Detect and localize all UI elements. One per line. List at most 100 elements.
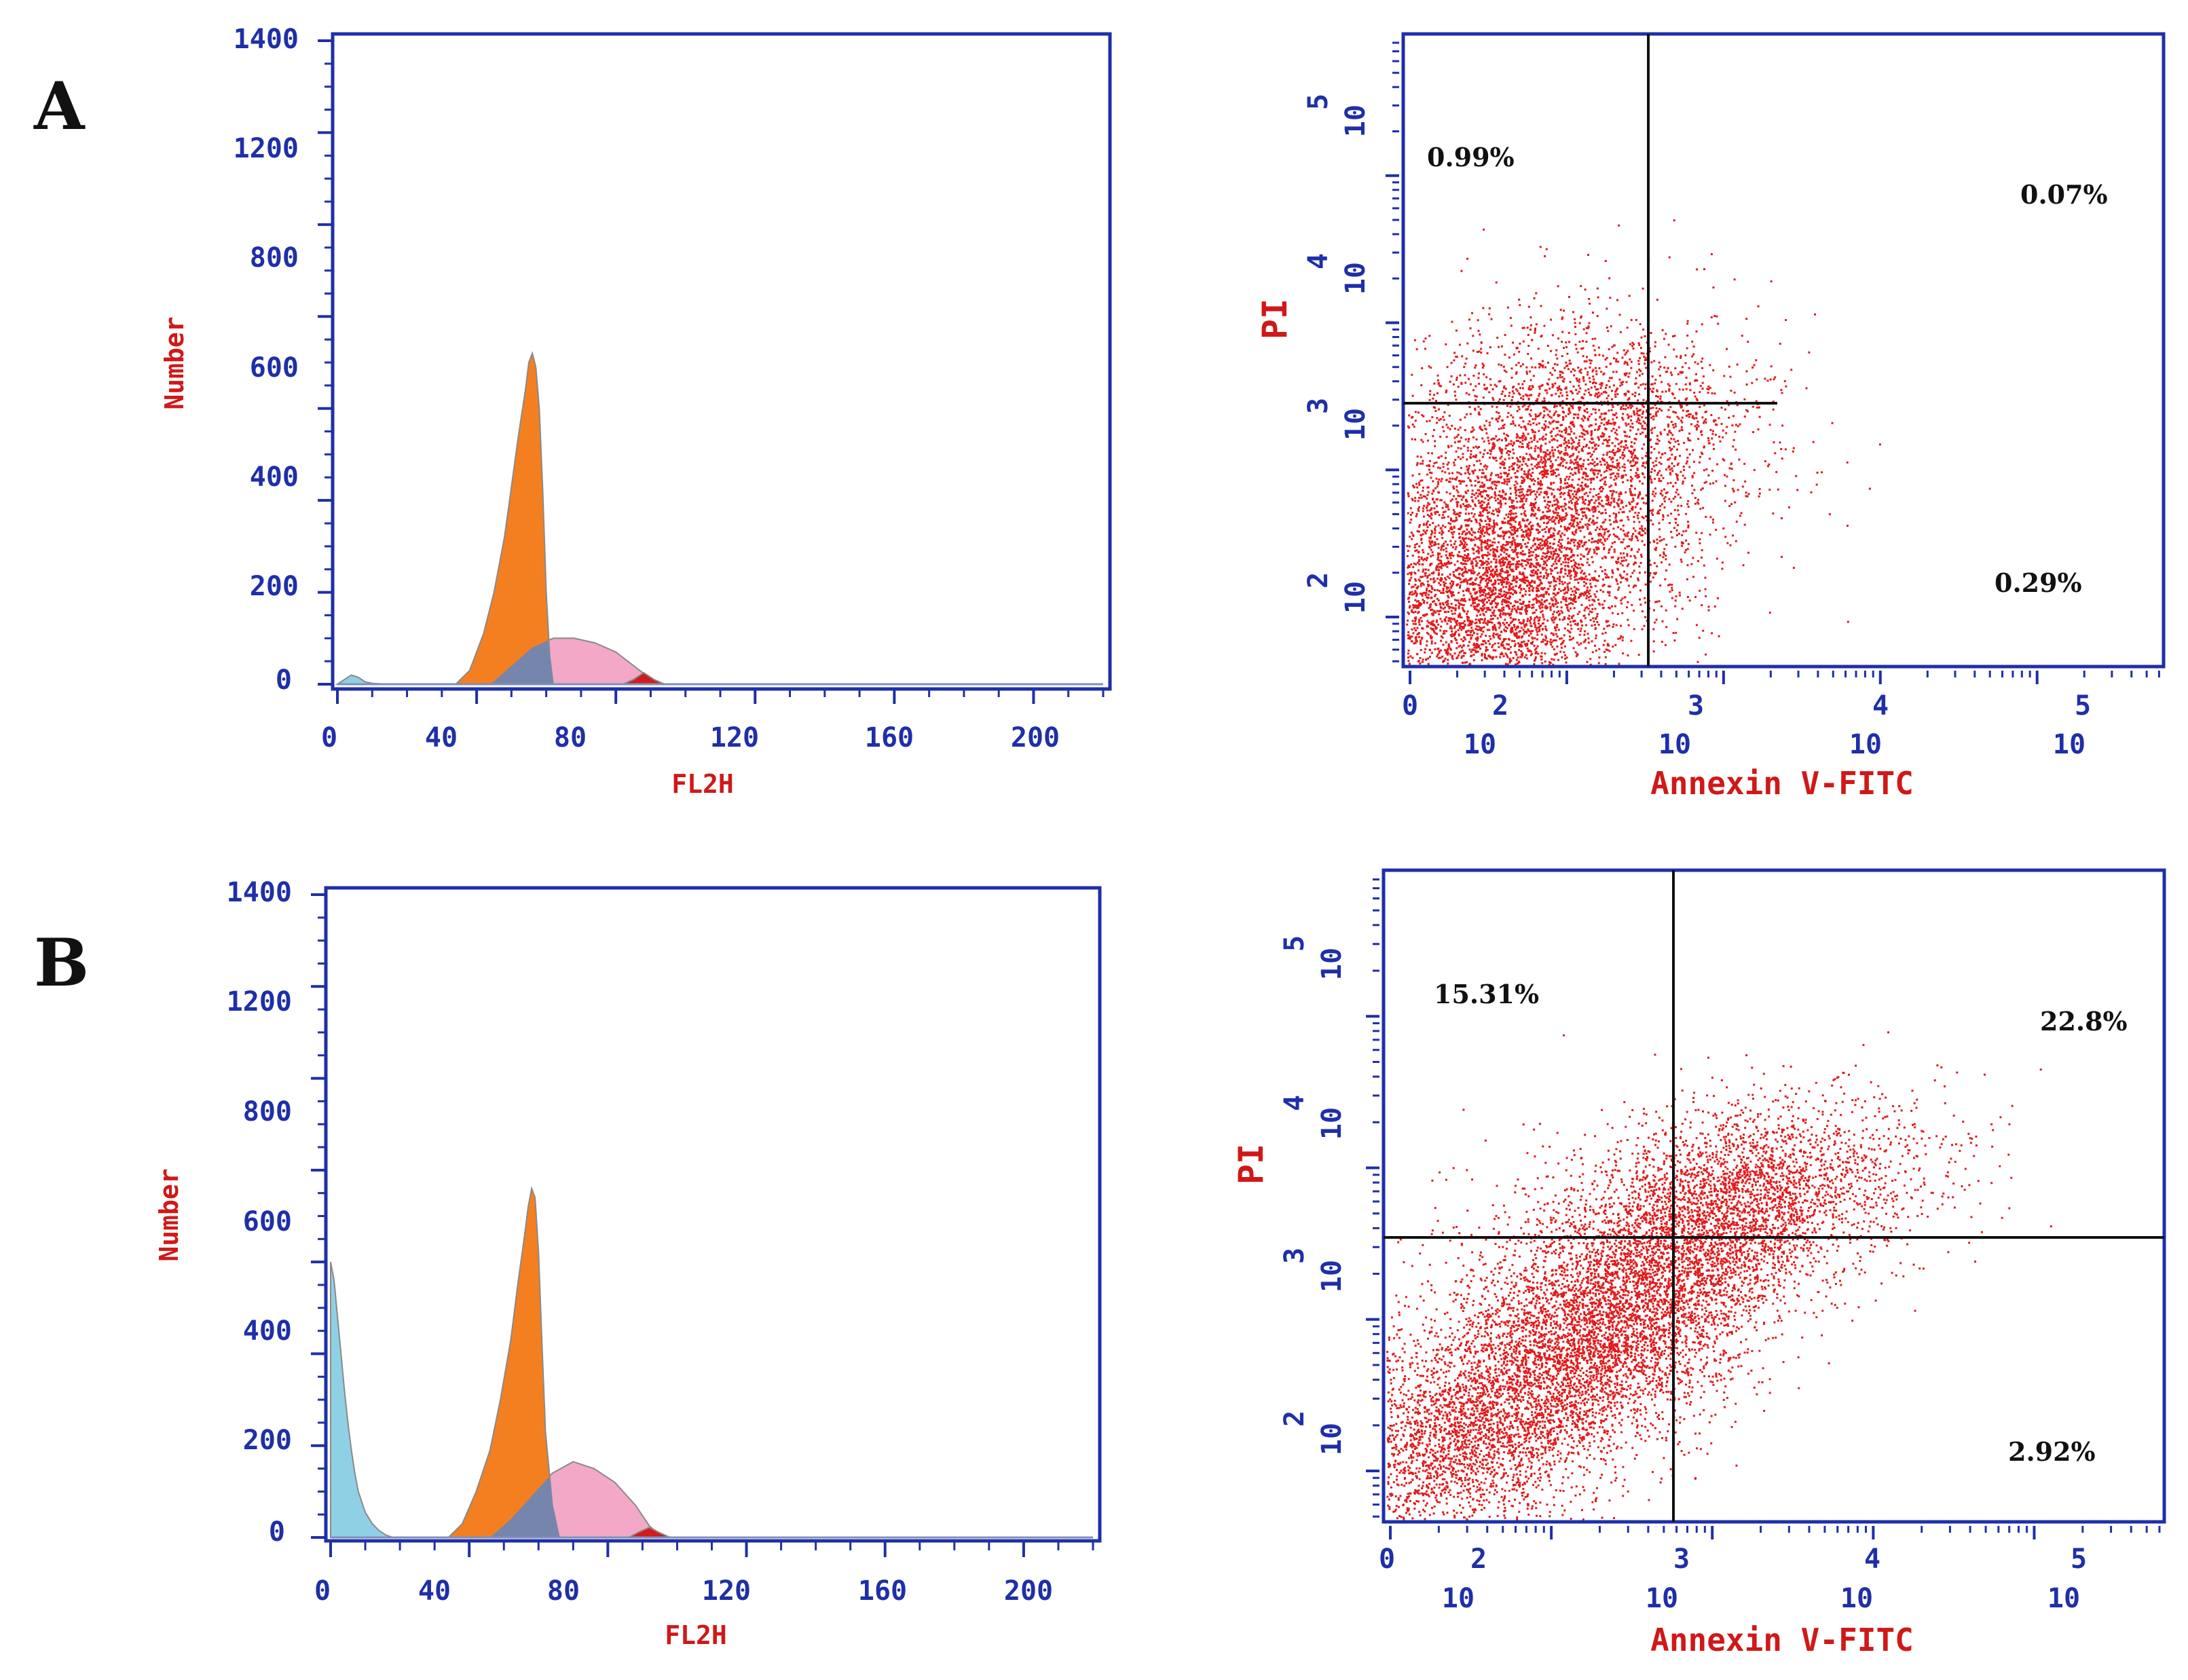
scatter-a-event-dot — [1513, 577, 1515, 580]
scatter-a-event-dot — [1473, 582, 1475, 585]
scatter-a-event-dot — [1438, 610, 1441, 613]
scatter-a-event-dot — [1534, 506, 1536, 509]
scatter-a-event-dot — [1588, 550, 1591, 553]
scatter-a-event-dot — [1433, 394, 1436, 396]
scatter-a-event-dot — [1604, 483, 1607, 486]
scatter-a-event-dot — [1588, 377, 1591, 379]
scatter-a-event-dot — [1496, 603, 1498, 606]
scatter-a-event-dot — [1537, 531, 1540, 534]
scatter-a-event-dot — [1544, 420, 1547, 423]
scatter-a-event-dot — [1516, 561, 1519, 563]
scatter-a-event-dot — [1536, 633, 1539, 636]
scatter-a-event-dot — [1530, 441, 1533, 443]
scatter-a-event-dot — [1570, 472, 1572, 474]
scatter-a-event-dot — [1425, 523, 1428, 526]
scatter-a-event-dot — [1670, 512, 1673, 515]
scatter-a-event-dot — [1643, 476, 1646, 479]
scatter-a-event-dot — [1515, 436, 1518, 439]
scatter-a-event-dot — [1584, 575, 1587, 578]
scatter-a-event-dot — [1451, 633, 1454, 635]
histogram-b-xtick: 160 — [858, 1575, 907, 1607]
scatter-a-event-dot — [1547, 413, 1549, 416]
scatter-a-event-dot — [1685, 529, 1688, 532]
scatter-a-event-dot — [1508, 561, 1511, 563]
scatter-a-event-dot — [1621, 417, 1624, 419]
scatter-a-event-dot — [1656, 542, 1658, 544]
scatter-a-event-dot — [1515, 491, 1517, 494]
scatter-a-event-dot — [1504, 480, 1506, 483]
scatter-a-event-dot — [1471, 430, 1474, 432]
scatter-a-event-dot — [1479, 428, 1482, 430]
scatter-a-event-dot — [1493, 443, 1496, 446]
scatter-a-event-dot — [1437, 554, 1440, 557]
scatter-a-event-dot — [1643, 443, 1646, 446]
scatter-a-event-dot — [1538, 438, 1541, 441]
scatter-a-event-dot — [1519, 523, 1521, 526]
scatter-a-event-dot — [1436, 655, 1439, 658]
scatter-a-event-dot — [1436, 374, 1439, 377]
scatter-a-event-dot — [1462, 480, 1464, 483]
scatter-a-event-dot — [1618, 498, 1620, 500]
scatter-a-event-dot — [1583, 614, 1586, 617]
scatter-a-event-dot — [1649, 475, 1652, 478]
scatter-a-event-dot — [1484, 595, 1487, 597]
scatter-a-event-dot — [1465, 499, 1468, 502]
scatter-a-event-dot — [1436, 589, 1439, 591]
scatter-a-event-dot — [1544, 389, 1546, 392]
scatter-a-event-dot — [1537, 483, 1540, 485]
scatter-a-event-dot — [1574, 326, 1576, 328]
scatter-a-event-dot — [1486, 494, 1489, 496]
scatter-a-event-dot — [1510, 499, 1513, 502]
scatter-a-event-dot — [1455, 584, 1458, 586]
scatter-a-event-dot — [1484, 618, 1486, 620]
scatter-a-event-dot — [1445, 424, 1448, 426]
scatter-a-event-dot — [1584, 499, 1587, 501]
scatter-a-event-dot — [1446, 366, 1449, 369]
scatter-a-event-dot — [1455, 356, 1458, 358]
scatter-a-event-dot — [1546, 472, 1549, 475]
scatter-a-event-dot — [1488, 424, 1491, 426]
scatter-a-event-dot — [1735, 540, 1737, 542]
scatter-a-event-dot — [1438, 590, 1441, 592]
scatter-a-event-dot — [1431, 587, 1434, 589]
scatter-a-event-dot — [1489, 549, 1492, 552]
scatter-a-event-dot — [1521, 434, 1523, 437]
scatter-a-event-dot — [1665, 609, 1667, 612]
scatter-a-event-dot — [1525, 498, 1528, 500]
scatter-a-event-dot — [1563, 505, 1565, 508]
scatter-a-event-dot — [1479, 599, 1482, 602]
scatter-a-event-dot — [1521, 504, 1524, 506]
scatter-a-event-dot — [1495, 435, 1498, 438]
scatter-a-event-dot — [1447, 504, 1449, 506]
scatter-a-event-dot — [1474, 479, 1477, 482]
scatter-a-event-dot — [1452, 555, 1455, 557]
scatter-a-event-dot — [1504, 561, 1506, 564]
scatter-a-event-dot — [1445, 554, 1447, 557]
scatter-a-event-dot — [1655, 464, 1658, 466]
scatter-a-event-dot — [1618, 314, 1621, 316]
scatter-a-event-dot — [1546, 522, 1549, 525]
scatter-a-event-dot — [1650, 512, 1653, 515]
scatter-a-event-dot — [1611, 346, 1614, 348]
scatter-a-event-dot — [1705, 595, 1707, 597]
scatter-a-event-dot — [1697, 560, 1699, 563]
scatter-a-event-dot — [1534, 570, 1537, 573]
scatter-a-event-dot — [1518, 436, 1521, 439]
scatter-a-event-dot — [1621, 612, 1624, 614]
scatter-a-event-dot — [1498, 417, 1500, 419]
scatter-a-event-dot — [1483, 535, 1485, 538]
scatter-a-event-dot — [1501, 567, 1504, 570]
scatter-a-event-dot — [1638, 414, 1641, 417]
scatter-a-event-dot — [1636, 515, 1639, 517]
scatter-a-event-dot — [1461, 355, 1464, 358]
scatter-a-event-dot — [1633, 584, 1636, 587]
scatter-a-event-dot — [1443, 542, 1445, 545]
scatter-a-event-dot — [1665, 626, 1668, 629]
scatter-a-event-dot — [1572, 385, 1575, 388]
scatter-a-event-dot — [1484, 542, 1487, 544]
scatter-a-event-dot — [1587, 463, 1590, 466]
scatter-a-event-dot — [1489, 545, 1491, 547]
scatter-a-event-dot — [1502, 530, 1504, 533]
scatter-a-event-dot — [1593, 378, 1595, 381]
scatter-a-event-dot — [1732, 445, 1735, 448]
